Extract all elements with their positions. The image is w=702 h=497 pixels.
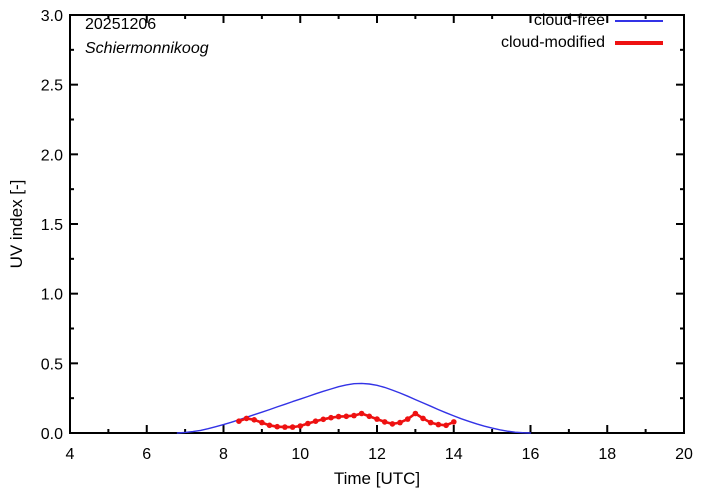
svg-text:12: 12: [368, 446, 386, 463]
y-tick-labels: 0.0 0.5 1.0 1.5 2.0 2.5 3.0: [41, 8, 63, 443]
x-axis-title: Time [UTC]: [333, 469, 421, 488]
y-ticks: [70, 14, 684, 434]
cloud-modified-markers: [236, 410, 457, 430]
svg-text:0.5: 0.5: [41, 356, 63, 373]
svg-text:1.5: 1.5: [41, 217, 63, 234]
svg-text:8: 8: [219, 446, 228, 463]
svg-text:10: 10: [291, 446, 309, 463]
svg-text:18: 18: [598, 446, 616, 463]
svg-text:2.5: 2.5: [41, 78, 63, 95]
svg-text:20: 20: [675, 446, 693, 463]
cloud-free-line-sample: [615, 20, 663, 22]
svg-text:4: 4: [66, 446, 75, 463]
y-axis-title: UV index [-]: [7, 179, 26, 269]
svg-text:3.0: 3.0: [41, 8, 63, 25]
cloud-free-curve: [176, 382, 532, 434]
x-tick-labels: 4 6 8 10 12 14 16 18 20: [66, 446, 693, 463]
svg-text:0.0: 0.0: [41, 426, 63, 443]
svg-text:6: 6: [142, 446, 151, 463]
svg-text:16: 16: [522, 446, 540, 463]
legend: cloud-free cloud-modified: [501, 10, 663, 54]
station-annotation: Schiermonnikoog: [85, 40, 209, 57]
svg-text:14: 14: [445, 446, 463, 463]
x-ticks: [69, 15, 685, 433]
date-annotation: 20251206: [85, 16, 157, 33]
cloud-modified-line-sample: [615, 41, 663, 45]
legend-label-cloud-free: cloud-free: [533, 12, 605, 29]
svg-text:2.0: 2.0: [41, 147, 63, 164]
plot-border: [69, 14, 685, 434]
legend-entry-cloud-modified: cloud-modified: [501, 32, 663, 54]
legend-entry-cloud-free: cloud-free: [501, 10, 663, 32]
legend-label-cloud-modified: cloud-modified: [500, 34, 605, 51]
svg-text:1.0: 1.0: [41, 287, 63, 304]
